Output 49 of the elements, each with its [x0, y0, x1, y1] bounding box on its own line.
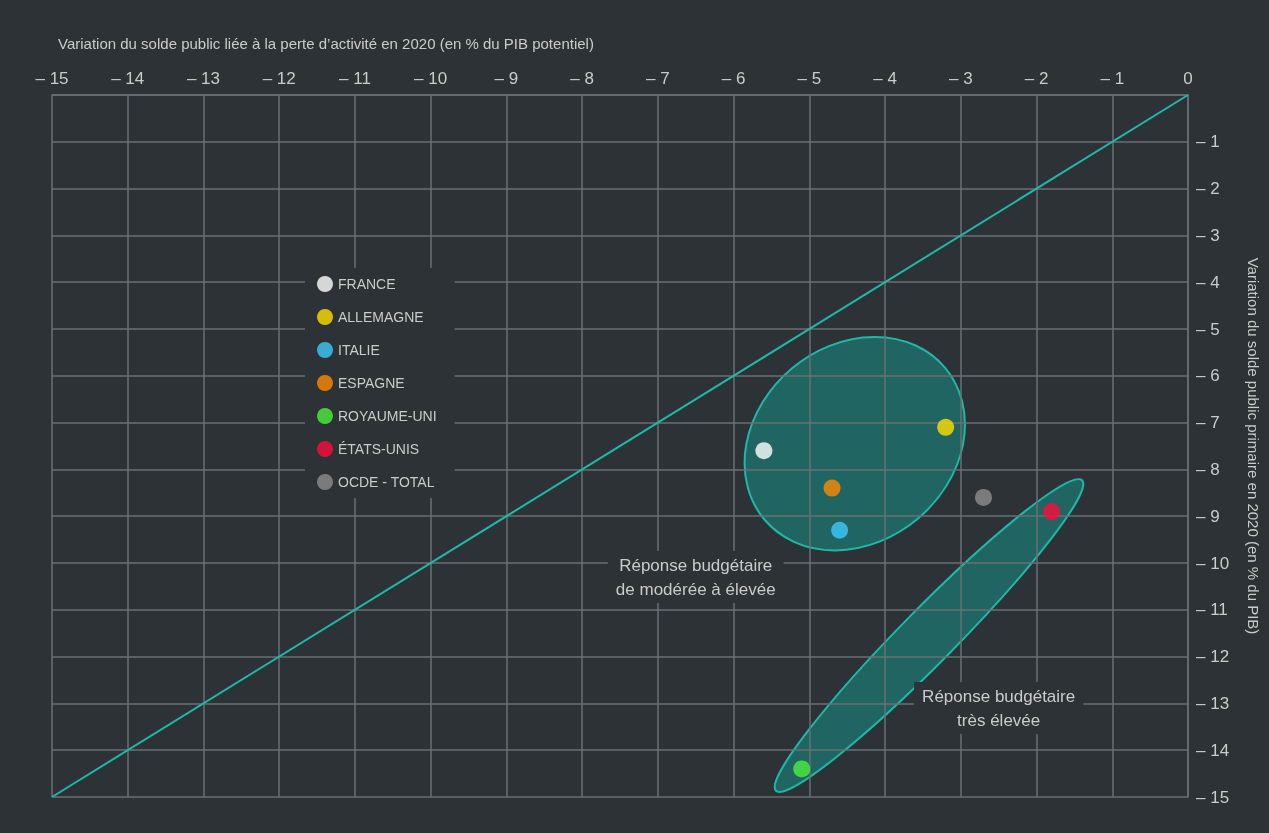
point	[823, 479, 841, 497]
annotation: Réponse budgétaire de modérée à élevée	[615, 555, 776, 599]
y-tick-label: – 2	[1196, 179, 1220, 199]
legend-label: FRANCE	[338, 276, 396, 292]
x-tick-label: – 2	[1024, 69, 1049, 88]
x-tick-label: – 15	[35, 69, 69, 88]
legend-label: ITALIE	[338, 342, 380, 358]
x-tick-label: – 1	[1100, 69, 1125, 88]
legend-label: ALLEMAGNE	[338, 309, 424, 325]
x-tick-label: – 4	[873, 69, 897, 88]
y-tick-label: – 3	[1196, 225, 1220, 245]
x-tick-label: – 14	[111, 69, 145, 88]
y-tick-label: – 5	[1196, 319, 1220, 339]
x-tick-label: – 9	[494, 69, 519, 88]
y-tick-label: – 13	[1196, 693, 1230, 713]
x-axis-title: Variation du solde public liée à la perte d’activité en 2020 (en % du PIB potentiel)	[58, 35, 594, 52]
y-tick-label: – 6	[1196, 366, 1220, 386]
y-tick-label: – 11	[1196, 600, 1228, 620]
y-tick-label: – 1	[1196, 132, 1220, 152]
y-tick-label: – 10	[1196, 553, 1230, 573]
annotation: Réponse budgétaire très élevée	[922, 686, 1076, 730]
x-tick-label: – 3	[948, 69, 973, 88]
x-tick-label: 0	[1183, 69, 1193, 88]
x-tick-label: – 5	[797, 69, 822, 88]
point	[793, 760, 811, 778]
y-tick-label: – 4	[1196, 272, 1220, 292]
y-axis-title: Variation du solde public primaire en 2020 (en % du PIB)	[1245, 257, 1262, 635]
point	[831, 521, 849, 539]
legend-label: OCDE - TOTAL	[338, 474, 435, 490]
point	[937, 418, 955, 436]
point	[755, 442, 773, 460]
x-tick-label: – 8	[570, 69, 594, 88]
x-tick-label: – 6	[721, 69, 746, 88]
legend-label: ESPAGNE	[338, 375, 405, 391]
point	[1043, 503, 1061, 521]
y-tick-label: – 14	[1196, 740, 1230, 760]
point	[975, 488, 993, 506]
x-tick-label: – 7	[646, 69, 670, 88]
x-tick-label: – 13	[186, 69, 221, 88]
legend-label: ROYAUME-UNI	[338, 408, 437, 424]
x-tick-label: – 11	[339, 69, 371, 88]
y-tick-label: – 12	[1196, 647, 1230, 667]
legend-label: ÉTATS-UNIS	[338, 441, 420, 457]
y-tick-label: – 7	[1196, 413, 1220, 433]
x-tick-label: – 12	[262, 69, 296, 88]
y-tick-label: – 15	[1196, 787, 1230, 807]
y-tick-label: – 9	[1196, 506, 1220, 526]
x-tick-label: – 10	[414, 69, 448, 88]
y-tick-label: – 8	[1196, 459, 1220, 479]
